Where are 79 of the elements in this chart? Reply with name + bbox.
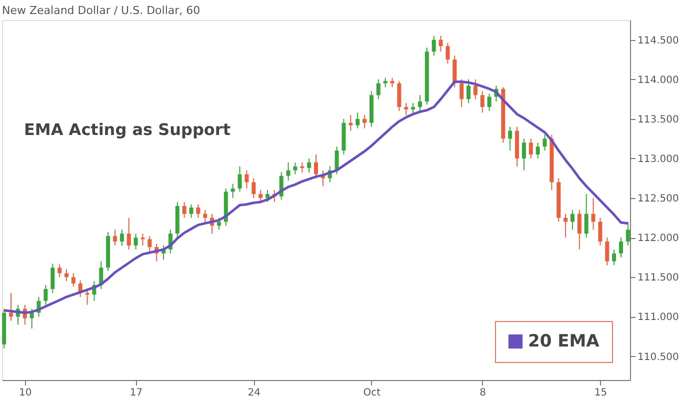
candlestick [570,209,574,230]
candlestick [577,209,582,250]
candlestick [71,272,76,288]
candlestick [508,126,512,152]
chart-title: New Zealand Dollar / U.S. Dollar, 60 [2,4,200,17]
candlestick [460,78,464,108]
x-tick-label: 17 [130,388,143,398]
y-tick-label: 112.000 [638,233,679,244]
candlestick [480,90,484,114]
candlestick [44,284,48,306]
candlestick [203,209,208,224]
candlestick [390,77,394,88]
candlestick [64,268,68,282]
x-tick-label: 15 [594,388,608,398]
candlestick [120,229,124,246]
candlestick [612,248,616,266]
candlestick [244,170,249,190]
candlestick [438,35,443,52]
candlestick [584,194,588,238]
candlestick [626,221,630,246]
candlestick [376,78,380,100]
candlestick [432,35,436,56]
candlestick [196,204,200,218]
candlestick [397,80,402,112]
candlestick [112,229,117,246]
candlestick [522,138,526,171]
candlestick [418,94,422,112]
candlestick [404,102,408,116]
candlestick [473,78,478,100]
annotation: EMA Acting as Support [24,120,231,139]
candlestick [9,292,14,322]
candlestick [452,55,457,88]
y-tick-label: 113.500 [638,114,679,126]
y-tick-label: 114.500 [638,35,679,46]
candlestick [182,201,186,218]
y-tick-label: 110.500 [638,352,679,363]
candlestick [230,183,235,199]
y-tick-label: 111.500 [638,272,679,284]
candlestick [265,190,270,202]
y-tick-label: 114.000 [638,74,679,86]
candlestick [618,237,623,258]
candlestick [126,217,131,250]
candlestick [258,190,263,202]
x-tick-label: Oct [363,388,381,398]
candlestick [334,146,339,175]
candlestick [293,162,298,175]
candlestick [148,236,152,252]
candlestick [300,162,304,174]
candlestick [30,308,34,330]
candlestick [528,138,533,159]
candlestick [356,112,360,129]
candlestick [536,142,540,159]
candlestick [446,42,450,64]
candlestick [58,264,62,278]
candlestick [466,78,470,104]
candlestick [564,213,568,238]
x-tick-label: 24 [248,388,260,398]
candlestick [383,77,388,88]
x-tick-label: 8 [480,388,486,398]
candlestick [286,162,290,182]
y-tick-label: 111.000 [638,312,679,324]
candlestick [362,114,367,129]
candlestick [591,198,596,230]
candlestick [140,233,145,246]
candlestick [542,134,547,152]
candlestick [50,263,55,294]
candlestick [134,233,138,250]
candlestick [598,217,602,246]
candlestick [252,178,256,199]
candlestick [189,204,194,218]
candlestick [238,166,242,192]
candlestick [487,93,492,112]
y-tick-label: 113.000 [638,154,679,165]
y-tick-label: 112.500 [638,194,679,205]
candlestick [605,237,610,266]
legend-label: 20 EMA [528,332,600,352]
candlestick [307,158,312,174]
candlestick [85,288,90,306]
x-tick-label: 10 [19,388,32,398]
